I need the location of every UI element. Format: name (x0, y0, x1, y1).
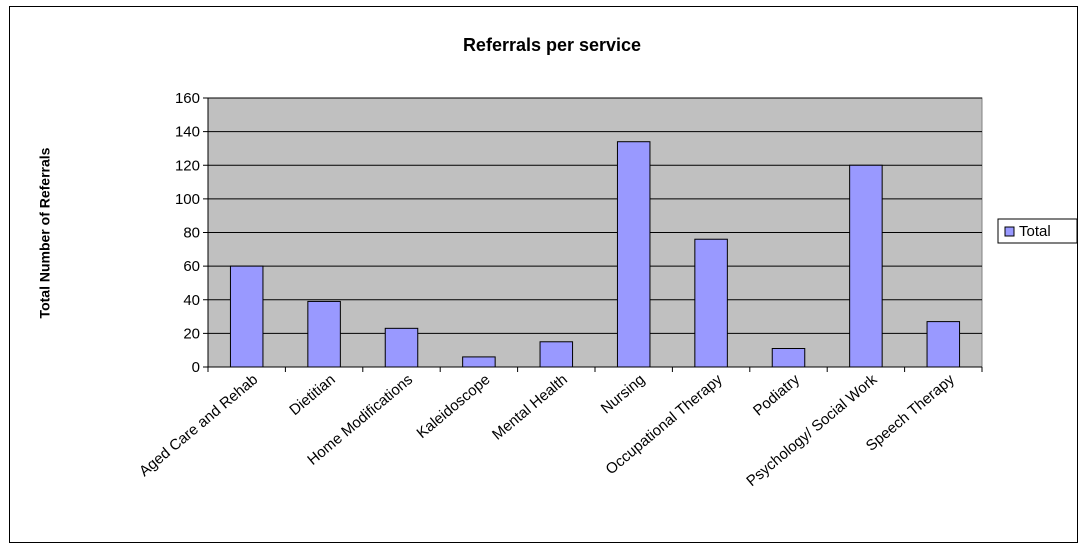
bar (616, 141, 651, 368)
legend-swatch (1004, 226, 1015, 237)
bar (539, 341, 574, 368)
bar (462, 356, 496, 368)
y-tick-label: 0 (192, 359, 200, 376)
y-tick-label: 20 (183, 325, 200, 342)
bar (926, 321, 961, 368)
y-tick-label: 80 (183, 225, 200, 242)
bar (229, 265, 264, 368)
bar (849, 164, 883, 368)
bar (384, 327, 419, 368)
y-tick-label: 60 (183, 258, 200, 275)
chart-title: Referrals per service (463, 35, 641, 55)
bar (771, 348, 806, 368)
y-tick-label: 40 (183, 292, 200, 309)
y-tick-label: 120 (175, 157, 200, 174)
y-tick-label: 140 (175, 124, 200, 141)
y-tick-label: 160 (175, 90, 200, 107)
y-tick-label: 100 (175, 191, 200, 208)
bar (694, 238, 728, 368)
bar (307, 300, 341, 368)
legend-label: Total (1019, 223, 1051, 240)
y-axis-label: Total Number of Referrals (37, 147, 53, 318)
